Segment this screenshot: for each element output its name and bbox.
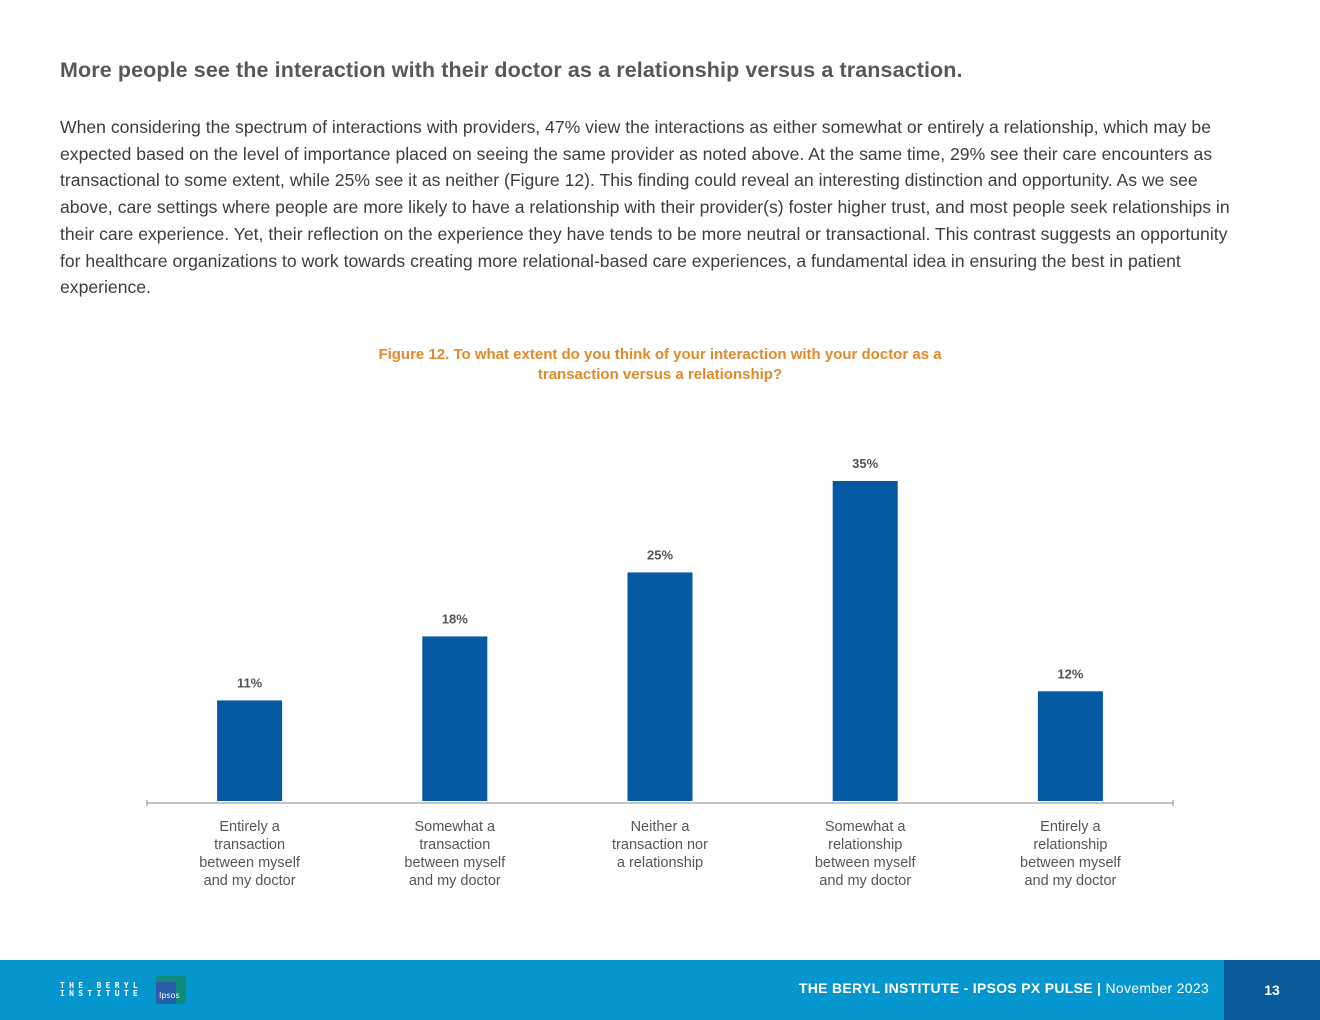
footer-report-title: THE BERYL INSTITUTE - IPSOS PX PULSE | N… [799, 980, 1209, 996]
category-label-1: Entirely a transaction between myself and m… [199, 819, 301, 889]
footer-report-name: THE BERYL INSTITUTE - IPSOS PX PULSE | [798, 980, 1106, 996]
category-label-2: Somewhat a transaction between myself and m… [404, 819, 506, 889]
beryl-logo-line-2: INSTITUTE [60, 989, 143, 998]
data-label-2: 18% [442, 611, 468, 626]
data-label-3: 25% [647, 547, 673, 562]
category-label-3: Neither a transaction nor a relationship [612, 819, 708, 871]
category-label-5: Entirely a relationship between myself and … [1020, 819, 1122, 889]
figure-title: Figure 12. To what extent do you think o… [330, 345, 990, 385]
data-label-5: 12% [1057, 666, 1083, 681]
bar-chart: 11% Entirely a transaction between myself an… [146, 456, 1174, 889]
figure-title-line-1: Figure 12. To what extent do you think o… [378, 346, 942, 363]
beryl-institute-logo: THE BERYL INSTITUTE [60, 982, 150, 998]
category-label-4: Somewhat a relationship between myself and … [815, 819, 917, 889]
bar-1 [217, 700, 283, 801]
page-number: 13 [1224, 960, 1320, 1020]
bar-4 [832, 481, 898, 801]
footer-date: November 2023 [1105, 980, 1209, 996]
bar-2 [422, 636, 488, 801]
ipsos-logo-text: Ipsos [159, 991, 180, 1000]
bar-3 [627, 572, 693, 801]
ipsos-logo: Ipsos [156, 976, 186, 1004]
figure-title-line-2: transaction versus a relationship? [537, 366, 783, 383]
beryl-logo-line-1: THE BERYL [60, 981, 143, 990]
page-heading: More people see the interaction with the… [60, 58, 963, 82]
body-paragraph: When considering the spectrum of interac… [60, 117, 1230, 298]
footer-bar: THE BERYL INSTITUTE - IPSOS PX PULSE | N… [0, 960, 1320, 1020]
data-label-1: 11% [237, 675, 263, 690]
data-label-4: 35% [852, 456, 878, 471]
ipsos-logo-shape [156, 982, 176, 1004]
bar-5 [1037, 691, 1103, 801]
